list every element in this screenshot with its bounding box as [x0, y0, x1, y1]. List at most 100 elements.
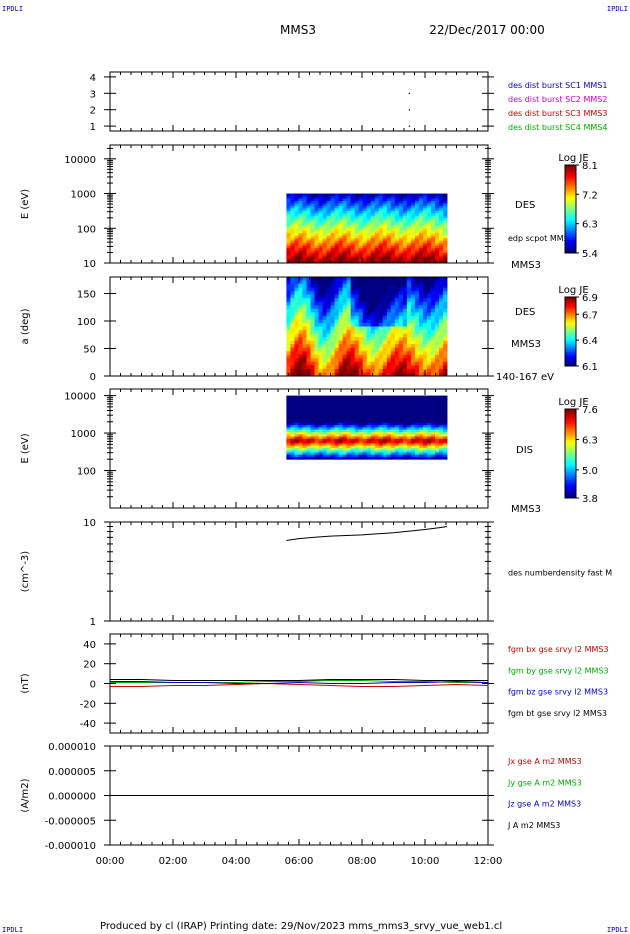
- heatmap-cell: [414, 400, 420, 403]
- heatmap-cell: [386, 305, 392, 310]
- heatmap-cell: [354, 277, 360, 281]
- heatmap-cell: [350, 250, 356, 254]
- heatmap-cell: [358, 228, 364, 232]
- heatmap-cell: [326, 344, 331, 349]
- heatmap-cell: [402, 238, 408, 242]
- heatmap-cell: [443, 368, 448, 373]
- heatmap-cell: [354, 235, 360, 239]
- heatmap-cell: [386, 431, 392, 435]
- heatmap-cell: [334, 198, 340, 202]
- heatmap-cell: [290, 298, 295, 303]
- heatmap-cell: [350, 452, 356, 456]
- heatmap-cell: [422, 245, 428, 249]
- heatmap-cell: [310, 413, 315, 417]
- heatmap-cell: [298, 400, 303, 403]
- heatmap-cell: [298, 233, 303, 237]
- heatmap-cell: [294, 284, 299, 289]
- heatmap-cell: [410, 406, 416, 410]
- heatmap-cell: [435, 215, 440, 219]
- heatmap-cell: [314, 425, 319, 428]
- heatmap-cell: [435, 228, 440, 232]
- heatmap-cell: [290, 330, 295, 334]
- heatmap-cell: [338, 248, 344, 251]
- heatmap-cell: [362, 255, 368, 259]
- heatmap-cell: [374, 333, 380, 338]
- heatmap-cell: [366, 238, 372, 242]
- heatmap-cell: [350, 431, 356, 435]
- heatmap-cell: [294, 454, 299, 458]
- heatmap-cell: [350, 235, 356, 239]
- heatmap-cell: [374, 203, 380, 207]
- heatmap-cell: [390, 395, 396, 399]
- heatmap-cell: [318, 294, 323, 299]
- heatmap-cell: [286, 291, 291, 296]
- heatmap-cell: [382, 368, 388, 373]
- heatmap-cell: [410, 411, 416, 415]
- colorbar-step: [565, 213, 576, 217]
- heatmap-cell: [394, 436, 400, 440]
- colorbar-step: [565, 413, 576, 417]
- heatmap-cell: [314, 443, 319, 447]
- heatmap-cell: [406, 196, 412, 199]
- heatmap-cell: [378, 196, 384, 199]
- heatmap-cell: [362, 228, 368, 232]
- colorbar-step: [565, 228, 576, 232]
- heatmap-cell: [326, 319, 331, 324]
- heatmap-cell: [410, 228, 416, 232]
- x-tick-label: 00:00: [96, 856, 125, 867]
- heatmap-cell: [439, 312, 444, 317]
- heatmap-cell: [338, 240, 344, 244]
- heatmap-cell: [370, 322, 376, 327]
- heatmap-cell: [362, 443, 368, 447]
- heatmap-cell: [439, 347, 444, 352]
- heatmap-cell: [402, 213, 408, 217]
- heatmap-cell: [398, 218, 404, 222]
- heatmap-cell: [286, 225, 291, 229]
- colorbar-tick-label: 6.7: [582, 310, 598, 321]
- heatmap-cell: [430, 372, 436, 377]
- heatmap-cell: [435, 322, 440, 327]
- heatmap-cell: [406, 400, 412, 403]
- heatmap-cell: [422, 409, 428, 412]
- heatmap-cell: [370, 223, 376, 227]
- heatmap-cell: [350, 220, 356, 224]
- heatmap-cell: [402, 344, 408, 349]
- heatmap-cell: [410, 441, 416, 444]
- heatmap-cell: [326, 240, 331, 244]
- heatmap-cell: [418, 243, 424, 247]
- heatmap-cell: [374, 220, 380, 224]
- heatmap-cell: [402, 431, 408, 435]
- heatmap-cell: [443, 397, 448, 401]
- heatmap-cell: [314, 255, 319, 259]
- y-tick-label: 0.000010: [48, 742, 96, 753]
- heatmap-cell: [414, 312, 420, 317]
- heatmap-cell: [306, 425, 311, 428]
- heatmap-cell: [374, 230, 380, 234]
- heatmap-cell: [290, 418, 295, 421]
- heatmap-cell: [366, 413, 372, 417]
- heatmap-cell: [338, 228, 344, 232]
- heatmap-cell: [394, 200, 400, 204]
- heatmap-cell: [430, 196, 436, 199]
- heatmap-cell: [338, 365, 344, 370]
- heatmap-cell: [318, 354, 323, 359]
- heatmap-cell: [346, 198, 352, 202]
- heatmap-cell: [346, 245, 352, 249]
- heatmap-cell: [330, 456, 335, 460]
- heatmap-cell: [402, 208, 408, 212]
- heatmap-cell: [350, 287, 356, 292]
- heatmap-cell: [435, 203, 440, 207]
- heatmap-cell: [342, 280, 348, 285]
- heatmap-cell: [290, 243, 295, 247]
- heatmap-cell: [443, 365, 448, 370]
- heatmap-cell: [342, 427, 348, 431]
- heatmap-cell: [302, 361, 307, 366]
- heatmap-cell: [386, 438, 392, 442]
- heatmap-cell: [290, 447, 295, 451]
- heatmap-cell: [370, 450, 376, 453]
- heatmap-cell: [435, 205, 440, 209]
- heatmap-cell: [418, 354, 424, 359]
- heatmap-cell: [394, 245, 400, 249]
- heatmap-cell: [426, 344, 432, 349]
- heatmap-cell: [322, 397, 327, 401]
